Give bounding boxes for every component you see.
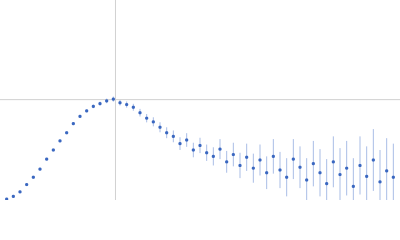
data-point — [205, 151, 209, 155]
data-point — [118, 101, 122, 105]
data-point — [111, 97, 115, 101]
data-point — [318, 171, 322, 175]
data-point — [325, 182, 329, 186]
data-point — [191, 148, 195, 152]
data-point — [285, 175, 289, 179]
data-point — [365, 174, 369, 178]
data-point — [278, 168, 282, 172]
data-point — [345, 166, 349, 170]
data-point — [45, 157, 49, 161]
data-point — [151, 120, 155, 124]
data-point — [251, 166, 255, 170]
data-point — [298, 165, 302, 169]
data-point — [5, 197, 9, 200]
data-point — [391, 175, 395, 179]
data-point — [51, 148, 55, 152]
data-point — [245, 155, 249, 159]
data-point — [265, 171, 269, 175]
data-point — [211, 154, 215, 158]
data-point — [225, 160, 229, 164]
data-point — [31, 175, 35, 179]
data-point — [305, 178, 309, 182]
data-point — [98, 102, 102, 106]
chart — [0, 0, 400, 200]
data-point — [338, 172, 342, 177]
data-point — [58, 139, 62, 143]
data-point — [125, 102, 129, 107]
data-point — [138, 111, 142, 115]
data-point — [291, 157, 295, 161]
data-point — [271, 154, 275, 158]
data-point — [385, 169, 389, 173]
data-point — [331, 160, 335, 164]
data-point — [238, 163, 242, 168]
data-point — [78, 114, 82, 118]
data-point — [85, 109, 89, 113]
data-point — [198, 143, 202, 148]
data-point — [231, 152, 235, 157]
data-point — [311, 162, 315, 166]
data-point — [131, 105, 135, 109]
data-point — [11, 194, 15, 198]
data-point — [378, 180, 382, 184]
data-point — [158, 125, 162, 129]
data-point — [165, 131, 169, 135]
data-point — [65, 131, 69, 135]
data-point — [351, 184, 355, 188]
data-point — [25, 182, 29, 187]
data-point — [145, 116, 149, 120]
data-point — [18, 190, 22, 194]
data-point — [38, 167, 42, 171]
data-point — [178, 142, 182, 146]
data-point — [171, 134, 175, 138]
data-point — [91, 104, 95, 108]
data-point — [358, 163, 362, 168]
data-point — [258, 158, 262, 162]
data-point — [105, 99, 109, 103]
data-point — [218, 147, 222, 151]
data-point — [185, 138, 189, 142]
data-point — [71, 122, 75, 126]
data-point — [371, 158, 375, 162]
